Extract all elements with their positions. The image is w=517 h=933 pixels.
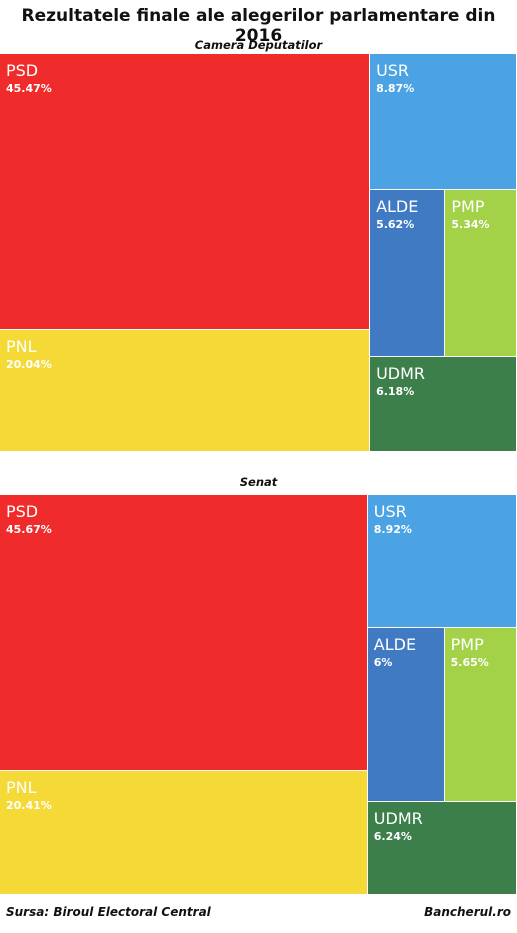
tile-label: PMP	[450, 635, 484, 655]
tile-value-label: 8.92%	[373, 523, 412, 536]
tile-alde: ALDE 5.62%	[370, 189, 446, 358]
tile-value-label: 5.65%	[450, 656, 489, 670]
tile-pnl: PNL 20.04%	[0, 330, 371, 452]
tile-psd: PSD 45.67%	[0, 495, 368, 772]
tile-value-label: 6.24%	[373, 829, 412, 843]
tile-label: USR	[373, 502, 407, 521]
tile-udmr: UDMR 6.24%	[367, 801, 517, 895]
tile-usr: USR 8.92%	[367, 495, 517, 629]
tile-value-label: 6.18%	[376, 385, 415, 399]
source-note: Sursa: Biroul Electoral Central	[6, 905, 211, 919]
tile-value-label: 45.67%	[6, 523, 52, 536]
chart-subtitle-camera: Camera Deputatilor	[194, 38, 323, 52]
tile-label: UDMR	[376, 364, 426, 384]
tile-label: PSD	[6, 502, 39, 521]
tile-pmp: PMP 5.65%	[444, 628, 517, 802]
chart-subtitle-senat: Senat	[239, 475, 278, 489]
tile-value-label: 45.47%	[6, 82, 52, 95]
tile-value-label: 6%	[373, 656, 393, 670]
tile-alde: ALDE 6%	[367, 628, 445, 802]
tile-udmr: UDMR 6.18%	[370, 357, 517, 452]
tile-pmp: PMP 5.34%	[445, 189, 517, 358]
tile-label: PMP	[451, 196, 485, 216]
tile-value-label: 5.34%	[451, 217, 490, 231]
tile-value-label: 8.87%	[376, 82, 415, 95]
chart-title: Rezultatele finale ale alegerilor parlam…	[21, 6, 496, 46]
treemap-camera-deputatilor: PSD 45.47% PNL 20.04% USR 8.87% ALDE 5.62% PMP 5.…	[0, 54, 517, 452]
tile-usr: USR 8.87%	[370, 54, 517, 190]
tile-label: UDMR	[373, 808, 423, 828]
tile-value-label: 20.41%	[6, 799, 52, 813]
tile-value-label: 5.62%	[376, 217, 415, 231]
brand-label: Bancherul.ro	[424, 905, 511, 919]
tile-label: PSD	[6, 61, 39, 80]
tile-psd: PSD 45.47%	[0, 54, 371, 331]
treemap-senat: PSD 45.67% PNL 20.41% USR 8.92% ALDE 6% PMP 5.65%…	[0, 495, 517, 895]
tile-value-label: 20.04%	[6, 358, 52, 372]
tile-label: ALDE	[373, 635, 417, 655]
tile-label: ALDE	[376, 196, 419, 216]
tile-label: USR	[376, 61, 410, 80]
tile-label: PNL	[6, 778, 37, 798]
tile-pnl: PNL 20.41%	[0, 771, 368, 895]
tile-label: PNL	[6, 337, 37, 357]
